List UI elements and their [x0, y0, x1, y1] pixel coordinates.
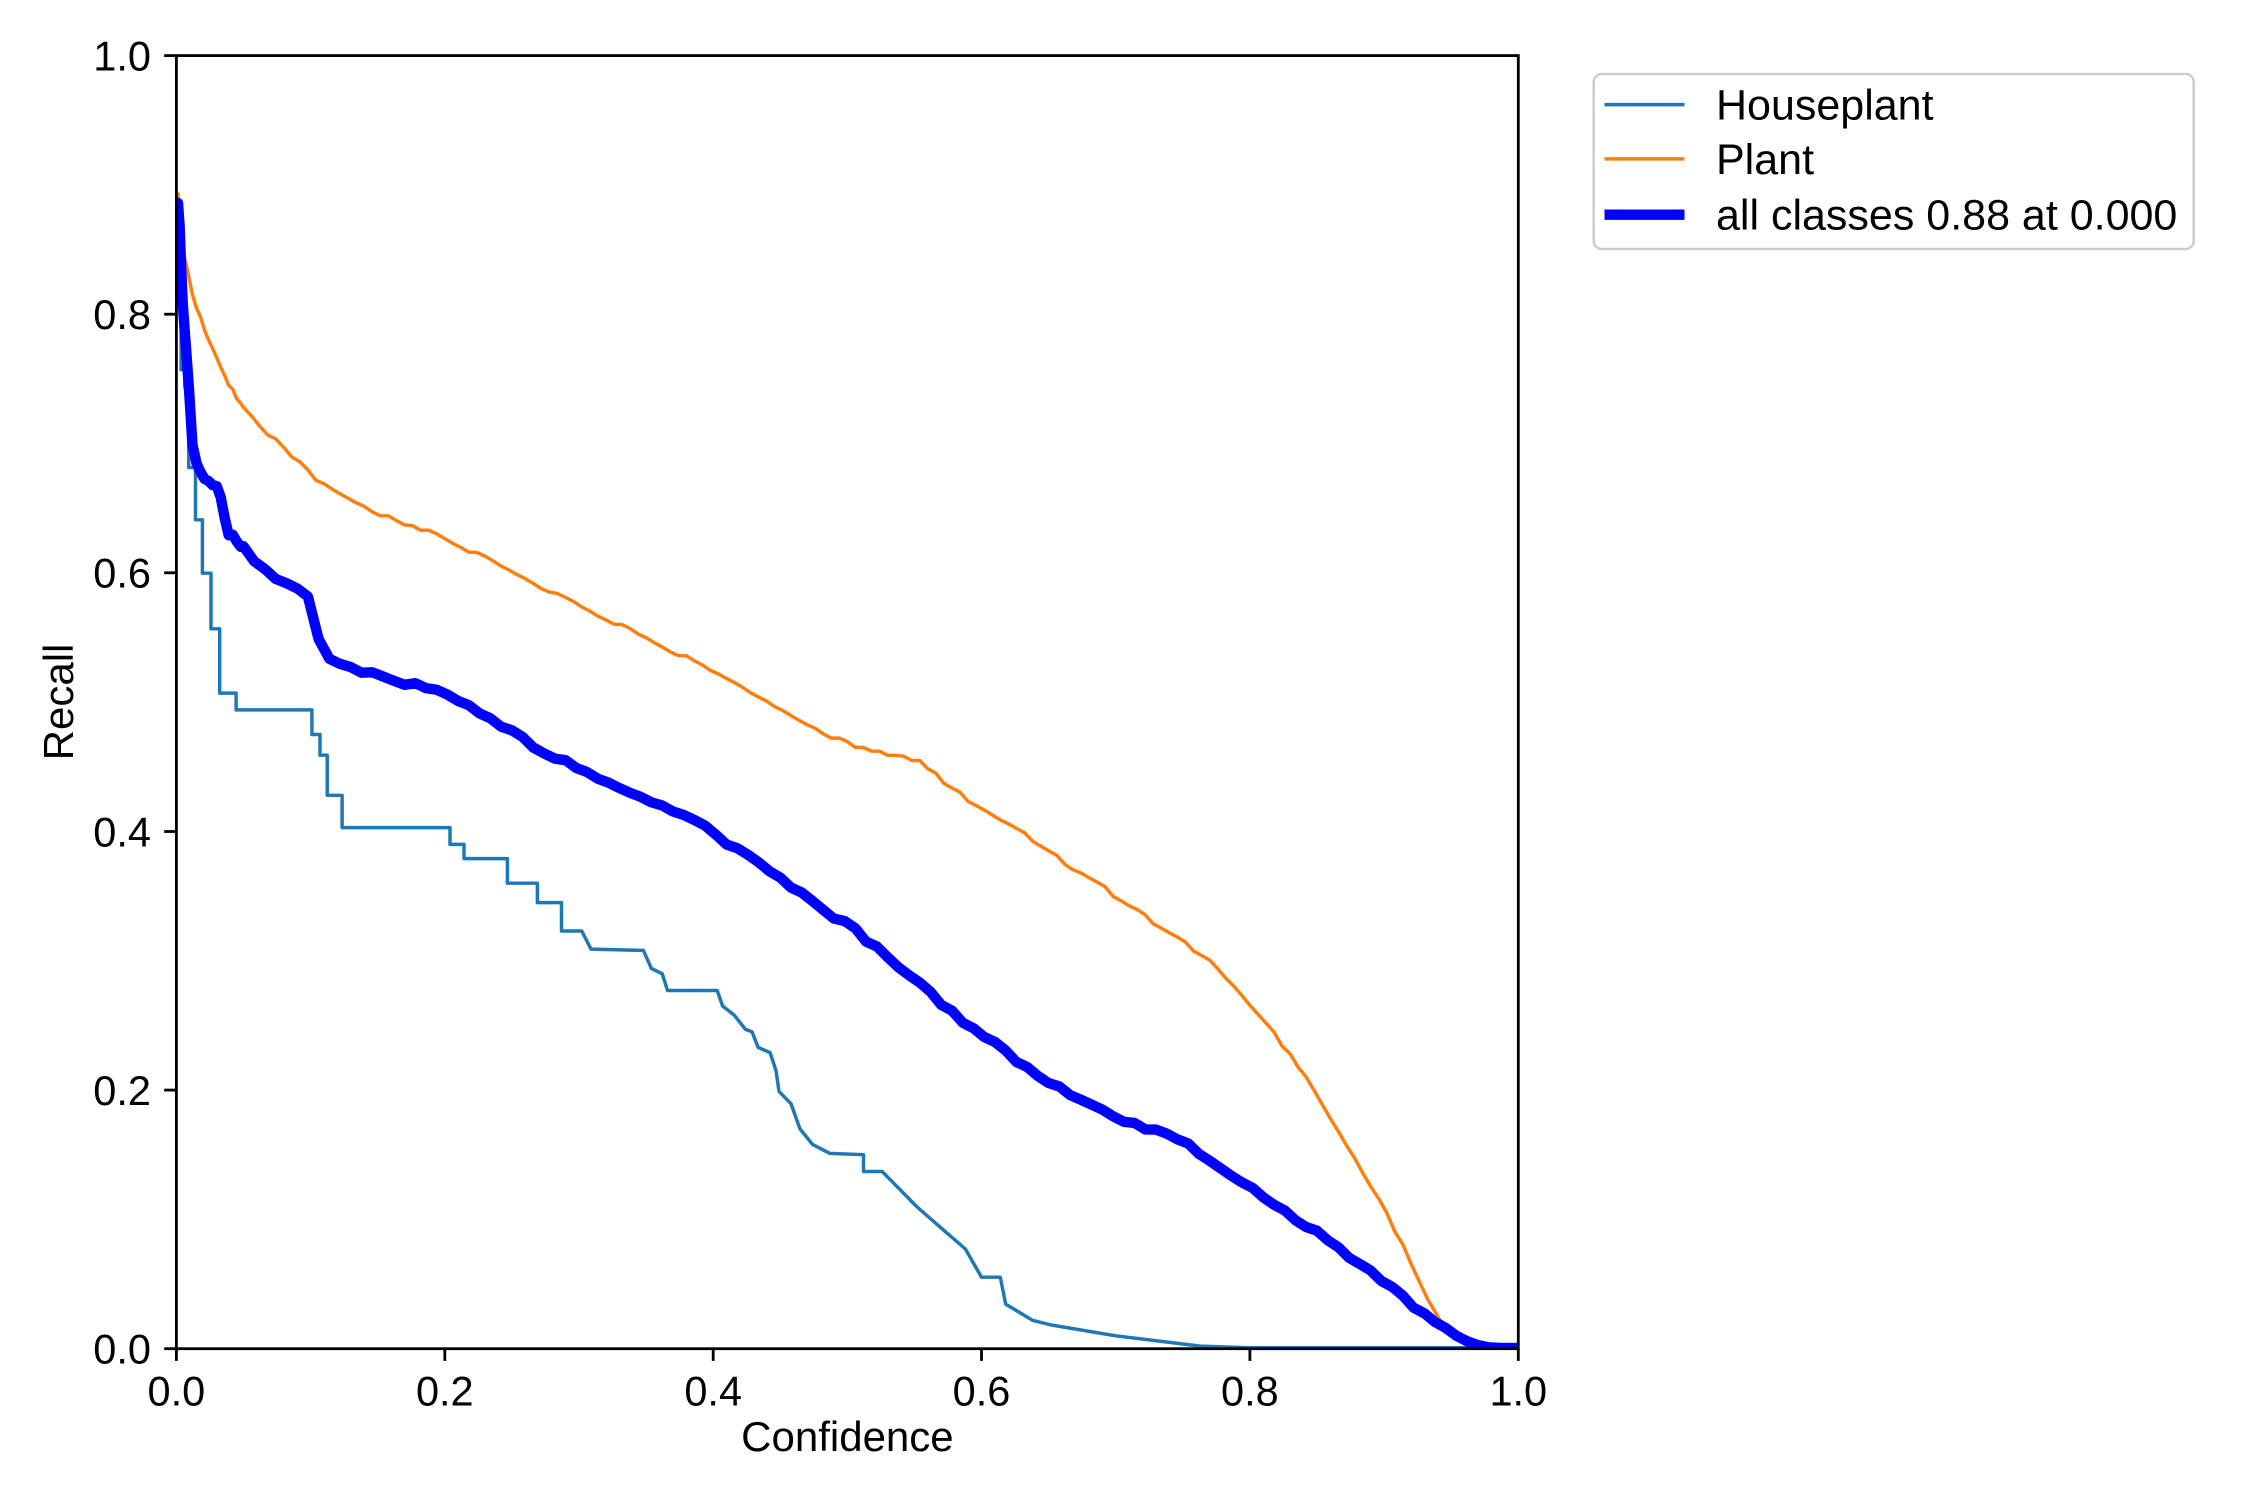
- svg-text:0.4: 0.4: [93, 808, 151, 855]
- svg-text:0.4: 0.4: [684, 1367, 742, 1414]
- svg-text:0.2: 0.2: [416, 1367, 474, 1414]
- svg-text:1.0: 1.0: [93, 33, 151, 80]
- svg-text:0.8: 0.8: [93, 291, 151, 338]
- svg-text:Confidence: Confidence: [741, 1413, 953, 1460]
- svg-text:Recall: Recall: [35, 644, 82, 761]
- svg-text:1.0: 1.0: [1489, 1367, 1547, 1414]
- svg-text:0.2: 0.2: [93, 1067, 151, 1114]
- svg-text:0.6: 0.6: [93, 550, 151, 597]
- svg-text:0.0: 0.0: [93, 1326, 151, 1373]
- svg-text:0.6: 0.6: [953, 1367, 1011, 1414]
- svg-text:0.8: 0.8: [1221, 1367, 1279, 1414]
- svg-text:all classes 0.88 at 0.000: all classes 0.88 at 0.000: [1716, 192, 2177, 240]
- svg-text:Plant: Plant: [1716, 136, 1814, 184]
- svg-text:Houseplant: Houseplant: [1716, 82, 1934, 130]
- svg-text:0.0: 0.0: [148, 1367, 206, 1414]
